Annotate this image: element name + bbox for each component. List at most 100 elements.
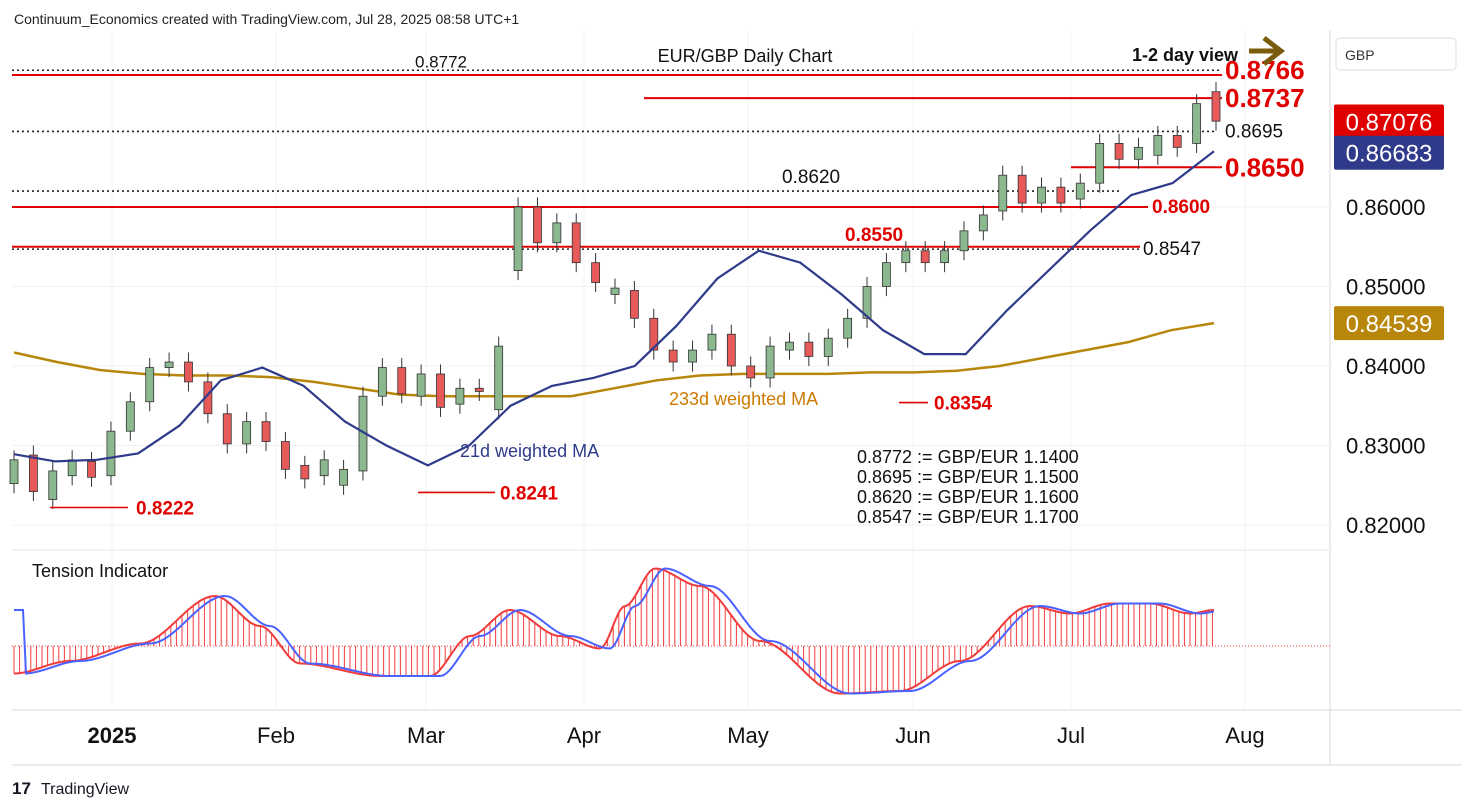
price-badge [1334,104,1444,139]
candle-body [629,290,639,319]
currency-button[interactable]: GBP [1335,37,1457,71]
candle-body [1095,142,1105,184]
arrow-right-icon [1249,36,1286,66]
candle-body [1153,135,1163,156]
candle-body [48,470,58,500]
level-label: 0.8772 [415,52,467,71]
x-tick-label: Jun [895,723,930,748]
level-label: 0.8737 [1225,83,1305,113]
candle-body [1037,186,1046,204]
candle-body [67,459,77,477]
attribution: Continuum_Economics created with Trading… [14,11,519,27]
candle-body [920,250,930,264]
price-badge-label: 0.84539 [1346,311,1433,338]
candle-body [882,262,891,287]
conversion-note: 0.8547 := GBP/EUR 1.1700 [857,507,1079,527]
candle-body [319,459,329,477]
candle-body [397,367,407,395]
x-tick-label: Apr [567,723,601,748]
candle-body [1134,146,1143,160]
candle-body [494,345,504,411]
candles [9,82,1221,510]
candle-body [533,206,542,244]
candle-body [668,349,678,363]
x-tick-label: Aug [1225,723,1264,748]
y-tick-label: 0.86000 [1346,195,1426,220]
y-tick-label: 0.85000 [1346,275,1426,300]
level-label: 0.8620 [782,167,840,188]
ma233-series [13,321,1215,398]
candle-body [726,333,736,367]
candle-body [436,373,445,408]
candle-body [688,349,697,363]
x-tick-label: 2025 [88,723,137,748]
candle-body [649,317,659,351]
candle-body [281,441,290,470]
candle-body [823,337,833,357]
candle-body [552,222,562,244]
y-axis: 0.82000 0.83000 0.84000 0.85000 0.86000 0.870… [1334,104,1444,538]
conversion-note: 0.8620 := GBP/EUR 1.1600 [857,487,1079,507]
low-label: 0.8222 [136,499,194,520]
tension-red-line [13,567,1215,695]
candle-body [998,174,1008,212]
candle-body [1172,135,1182,148]
x-axis: 2025 Feb Mar Apr May Jun Jul Aug [88,723,1265,748]
ma233-line [13,321,1215,398]
currency-label: GBP [1345,47,1375,63]
tradingview-brand: TradingView [41,781,129,798]
candle-body [843,317,853,339]
y-tick-label: 0.82000 [1346,513,1426,538]
candle-body [145,367,155,403]
candle-body [707,333,717,351]
price-badge [1334,306,1444,341]
candle-body [339,468,348,486]
candle-body [940,250,949,264]
candle-body [959,230,969,252]
ma21-series [13,150,1215,467]
tradingview-logo[interactable]: 17 TradingView [12,779,129,798]
view-label: 1-2 day view [1132,45,1239,65]
level-label: 0.8766 [1225,55,1305,85]
level-label: 0.8695 [1225,121,1283,142]
x-tick-label: May [727,723,769,748]
candle-body [455,387,465,405]
candle-body [1114,142,1124,160]
candle-body [474,387,484,392]
chart-title: EUR/GBP Daily Chart [658,46,833,66]
tension-title: Tension Indicator [32,561,168,581]
ma21-line [13,150,1215,467]
candle-body [242,421,252,445]
candle-body [222,413,232,445]
level-label: 0.8600 [1152,197,1210,218]
candle-body [416,373,426,397]
candle-body [9,459,19,485]
price-badge-label: 0.86683 [1346,141,1433,168]
candle-body [1075,182,1085,200]
candle-body [978,214,988,232]
low-label: 0.8354 [934,394,993,415]
candle-body [901,250,911,264]
level-label: 0.8650 [1225,152,1305,182]
candle-body [610,287,620,295]
level-label: 0.8550 [845,225,903,246]
y-tick-label: 0.84000 [1346,354,1426,379]
level-label: 0.8547 [1143,239,1201,260]
low-label: 0.8241 [500,483,559,504]
x-tick-label: Jul [1057,723,1085,748]
candle-body [106,430,116,477]
x-tick-label: Mar [407,723,445,748]
candle-body [184,361,193,383]
chart-frame [12,30,1462,766]
candle-body [785,341,794,351]
candle-body [746,365,756,379]
candle-body [261,421,271,442]
conversion-note: 0.8772 := GBP/EUR 1.1400 [857,447,1079,467]
candle-body [300,464,310,480]
x-tick-label: Feb [257,723,295,748]
candle-body [1017,174,1027,204]
y-tick-label: 0.83000 [1346,434,1426,459]
price-badge-label: 0.87076 [1346,109,1433,136]
